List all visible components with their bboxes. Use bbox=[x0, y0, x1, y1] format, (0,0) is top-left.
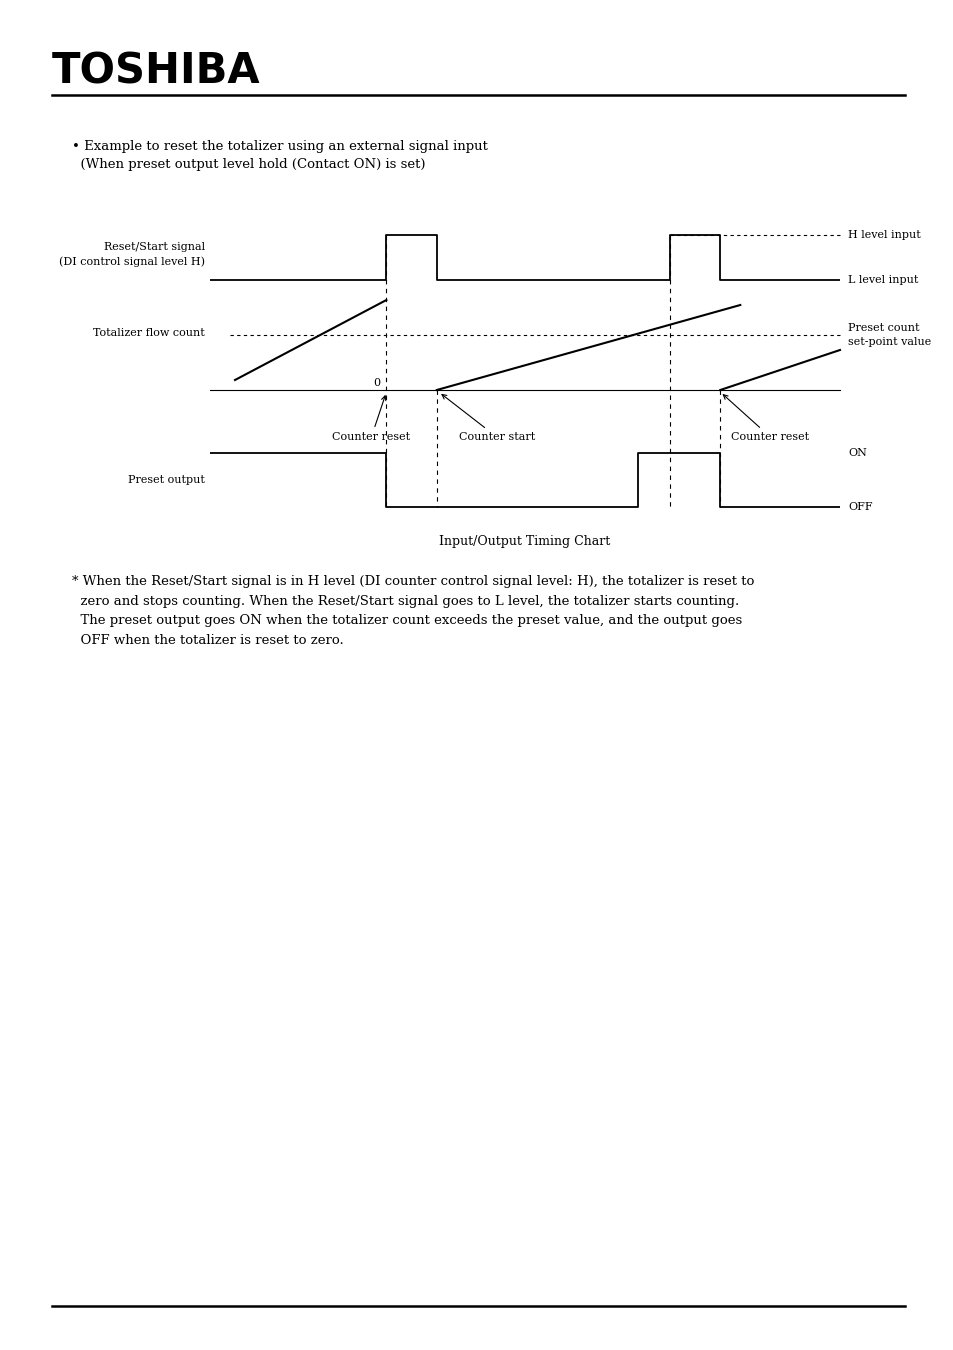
Text: L level input: L level input bbox=[847, 275, 918, 285]
Text: OFF: OFF bbox=[847, 502, 872, 512]
Text: Counter start: Counter start bbox=[441, 394, 535, 441]
Text: H level input: H level input bbox=[847, 230, 920, 240]
Text: Reset/Start signal
(DI control signal level H): Reset/Start signal (DI control signal le… bbox=[59, 242, 205, 267]
Text: * When the Reset/Start signal is in H level (DI counter control signal level: H): * When the Reset/Start signal is in H le… bbox=[71, 575, 754, 647]
Text: • Example to reset the totalizer using an external signal input: • Example to reset the totalizer using a… bbox=[71, 140, 487, 153]
Text: TOSHIBA: TOSHIBA bbox=[52, 50, 260, 92]
Text: Preset output: Preset output bbox=[128, 475, 205, 485]
Text: ON: ON bbox=[847, 448, 866, 458]
Text: Totalizer flow count: Totalizer flow count bbox=[93, 328, 205, 338]
Text: Counter reset: Counter reset bbox=[332, 396, 410, 441]
Text: (When preset output level hold (Contact ON) is set): (When preset output level hold (Contact … bbox=[71, 158, 425, 171]
Text: Input/Output Timing Chart: Input/Output Timing Chart bbox=[439, 535, 610, 548]
Text: Preset count
set-point value: Preset count set-point value bbox=[847, 323, 930, 347]
Text: 0: 0 bbox=[373, 378, 380, 387]
Text: Counter reset: Counter reset bbox=[722, 394, 808, 441]
